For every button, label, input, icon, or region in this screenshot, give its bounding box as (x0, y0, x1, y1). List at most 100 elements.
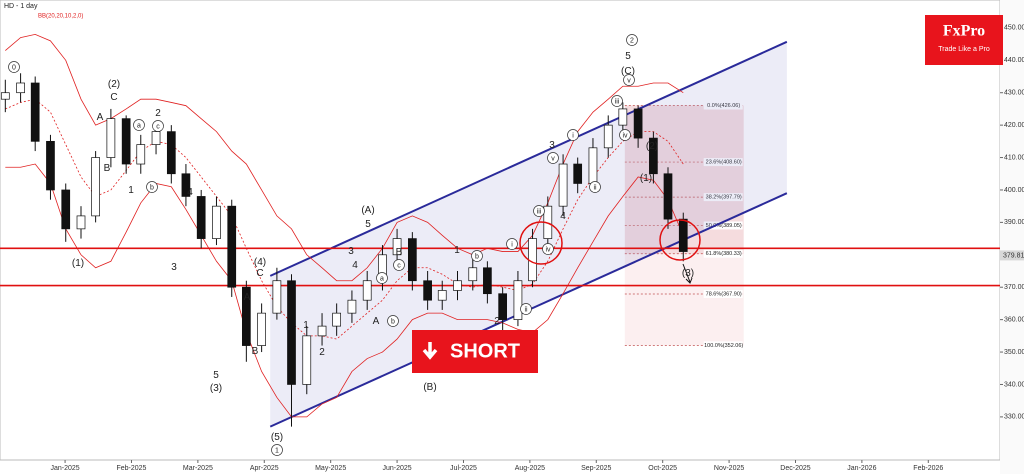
x-tick-label: Dec-2025 (780, 465, 810, 472)
candle-body (649, 137, 658, 175)
chart-title: HD - 1 day (4, 3, 38, 10)
logo (925, 15, 1003, 65)
x-tick-label: May-2025 (315, 465, 346, 472)
wave-label: A (97, 112, 104, 123)
wave-label: c (156, 123, 160, 130)
fib-label-box (703, 158, 743, 167)
candle-body (453, 280, 462, 291)
signal-text: SHORT (450, 340, 520, 362)
wave-label: c (397, 262, 401, 269)
candle-body (196, 196, 206, 239)
candle-body (588, 147, 598, 184)
wave-ring (533, 205, 545, 217)
wave-label: B (104, 163, 111, 174)
wave-label: b (391, 318, 395, 325)
wave-label: 4 (352, 260, 358, 271)
candle-body (272, 280, 282, 314)
fib-label: 50.0%(389.05) (706, 223, 742, 229)
wave-label: (5) (271, 432, 283, 443)
y-tick-label: 330.00 (1004, 414, 1024, 421)
wave-label: A (244, 292, 251, 303)
x-tick-label: Mar-2025 (183, 465, 213, 472)
wave-ring (387, 315, 399, 327)
fib-label-box (703, 221, 743, 230)
wave-ring (133, 119, 145, 131)
wave-label: (2) (108, 79, 120, 90)
wave-ring (542, 243, 554, 255)
wave-label: B (252, 346, 259, 357)
wave-label: iv (545, 246, 551, 253)
wave-label: 5 (365, 219, 371, 230)
fib-label: 100.0%(352.06) (704, 343, 743, 349)
logo-tagline: Trade Like a Pro (938, 46, 990, 53)
wave-label: 5 (213, 370, 219, 381)
x-tick-label: Jun-2025 (382, 465, 411, 472)
candle-body (61, 189, 71, 230)
signal-arrow (422, 342, 438, 360)
candle-body (603, 124, 613, 149)
wave-label: iii (537, 208, 542, 215)
fib-label-box (703, 101, 743, 110)
candle-body (136, 144, 146, 165)
candle-body (16, 82, 25, 94)
fib-label-box (703, 290, 743, 299)
y-tick-label: 400.00 (1004, 187, 1024, 194)
candle-body (423, 280, 432, 301)
fib-label: 78.6%(367.90) (706, 291, 742, 297)
candle-body (332, 312, 342, 327)
fib-label-box (703, 341, 743, 350)
candle-body (212, 205, 221, 239)
bollinger-middle (5, 98, 684, 340)
x-tick-label: Feb-2025 (116, 465, 146, 472)
y-tick-label: 430.00 (1004, 90, 1024, 97)
logo-name: FxPro (943, 23, 985, 40)
candle-body (106, 118, 116, 158)
last-price-box (1000, 250, 1024, 261)
wave-label: C (256, 268, 263, 279)
wave-label: b (475, 253, 479, 260)
candle-body (91, 157, 100, 217)
x-tick-label: Nov-2025 (714, 465, 744, 472)
y-tick-label: 350.00 (1004, 349, 1024, 356)
candle-body (663, 173, 673, 220)
wave-ring (393, 259, 405, 271)
fib-label-box (703, 193, 743, 202)
wave-label: (2) (646, 141, 658, 152)
x-tick-label: Jan-2026 (847, 465, 876, 472)
fib-label: 61.8%(380.33) (706, 251, 742, 257)
wave-label: ii (524, 306, 528, 313)
x-tick-label: Jan-2025 (50, 465, 79, 472)
candle-body (30, 82, 40, 142)
wave-ring (547, 152, 559, 164)
highlight-circle (519, 221, 563, 265)
wave-label: 2 (630, 37, 634, 44)
candle-body (573, 163, 583, 184)
wave-label: 1 (275, 447, 279, 454)
wave-ring (520, 303, 532, 315)
candle-body (151, 131, 161, 145)
candle-body (678, 218, 688, 252)
wave-label: 2 (494, 316, 500, 327)
wave-label: i (511, 241, 513, 248)
wave-ring (152, 120, 164, 132)
wave-label: (3) (682, 268, 694, 279)
candle-body (181, 173, 191, 197)
fib-label: 0.0%(426.06) (707, 103, 740, 109)
wave-label: A (373, 316, 380, 327)
candle-body (46, 140, 55, 191)
fib-zone (624, 253, 744, 346)
candle-body (302, 335, 312, 385)
y-tick-label: 450.00 (1004, 25, 1024, 32)
candle-body (528, 238, 537, 282)
candle-body (408, 238, 417, 282)
candle-body (558, 163, 568, 207)
x-tick-label: Feb-2026 (913, 465, 943, 472)
candle-body (76, 215, 86, 230)
wave-ring (619, 129, 631, 141)
wave-ring (626, 34, 638, 46)
candle-body (227, 205, 237, 288)
candle-body (362, 280, 372, 301)
wave-label: 3 (171, 262, 177, 273)
candle-body (392, 238, 402, 256)
